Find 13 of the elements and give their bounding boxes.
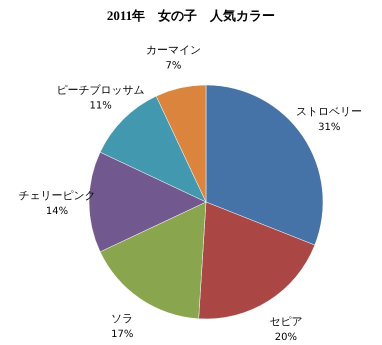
slice-label: ソラ (111, 312, 134, 326)
slice-label: チェリーピンク (18, 189, 96, 202)
slice-label: ピーチブロッサム (56, 84, 145, 97)
data-label: 17% (111, 329, 134, 340)
data-label: 14% (46, 206, 68, 217)
slice-label: セピア (269, 314, 302, 328)
data-label: 11% (90, 100, 112, 112)
slice-label: ストロベリー (296, 105, 362, 118)
chart-title: 2011年 女の子 人気カラー (106, 8, 276, 23)
slice-label: カーマイン (146, 44, 201, 57)
data-label: 7% (166, 60, 182, 72)
data-label: 31% (318, 122, 340, 134)
data-label: 20% (274, 332, 297, 343)
